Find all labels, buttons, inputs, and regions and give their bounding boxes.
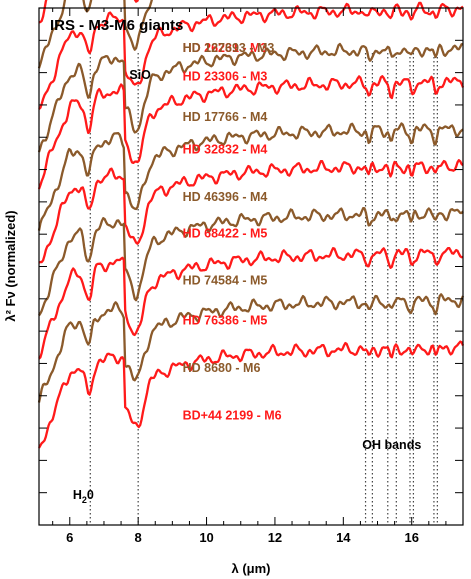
spectrum-line-9 bbox=[37, 293, 465, 403]
series-label-10: BD+44 2199 - M6 bbox=[183, 408, 282, 422]
spectrum-line-6 bbox=[38, 159, 464, 264]
feature-lines bbox=[89, 53, 438, 525]
spectrum-line-8 bbox=[38, 246, 464, 360]
oh-bands-label: OH bands bbox=[362, 438, 421, 452]
x-tick-label-8: 8 bbox=[135, 530, 142, 545]
x-tick-label-12: 12 bbox=[268, 530, 282, 545]
series-label-8: HD 76386 - M5 bbox=[183, 314, 268, 328]
spectrum-line-10 bbox=[37, 340, 465, 449]
x-tick-label-16: 16 bbox=[404, 530, 418, 545]
chart-title: IRS - M3-M6 giants bbox=[50, 17, 183, 34]
spectrum-line-3 bbox=[37, 42, 464, 153]
h2o-label-tail: 0 bbox=[87, 488, 94, 502]
h2o-label-sub: 2 bbox=[82, 495, 87, 505]
series-label-9: HD 8680 - M6 bbox=[183, 361, 261, 375]
series-label-3: HD 17766 - M4 bbox=[183, 110, 268, 124]
y-axis-label-text: λ² Fν (normalized) bbox=[3, 210, 18, 321]
x-tick-label-6: 6 bbox=[66, 530, 73, 545]
series-label-7: HD 74584 - M5 bbox=[183, 274, 268, 288]
axis-ticks bbox=[39, 8, 464, 525]
series-label-0: HD 26231 - M3 bbox=[183, 41, 268, 55]
x-tick-label-10: 10 bbox=[199, 530, 213, 545]
spectrum-line-4 bbox=[37, 75, 465, 190]
x-tick-labels: 6 8 10 12 14 16 bbox=[66, 530, 419, 545]
x-axis-label: λ (μm) bbox=[231, 561, 270, 576]
spectrum-line-2 bbox=[38, 1, 464, 110]
x-axis-label-text: λ (μm) bbox=[231, 561, 270, 576]
spectra-series bbox=[37, 0, 465, 449]
h2o-label-main: H bbox=[73, 488, 82, 502]
series-label-5: HD 46396 - M4 bbox=[183, 190, 268, 204]
h2o-label: H20 bbox=[73, 488, 94, 505]
spectrum-line-7 bbox=[38, 206, 464, 317]
series-label-2: HD 23306 - M3 bbox=[183, 70, 268, 84]
y-axis-label: λ² Fν (normalized) bbox=[3, 210, 18, 321]
x-tick-label-14: 14 bbox=[336, 530, 351, 545]
series-label-1: HD 127693 - M3 bbox=[183, 41, 275, 55]
series-label-4: HD 32832 - M4 bbox=[183, 143, 268, 157]
spectrum-line-5 bbox=[37, 122, 464, 231]
series-label-6: HD 68422 - M5 bbox=[183, 226, 268, 240]
sio-label: SiO bbox=[129, 68, 151, 82]
